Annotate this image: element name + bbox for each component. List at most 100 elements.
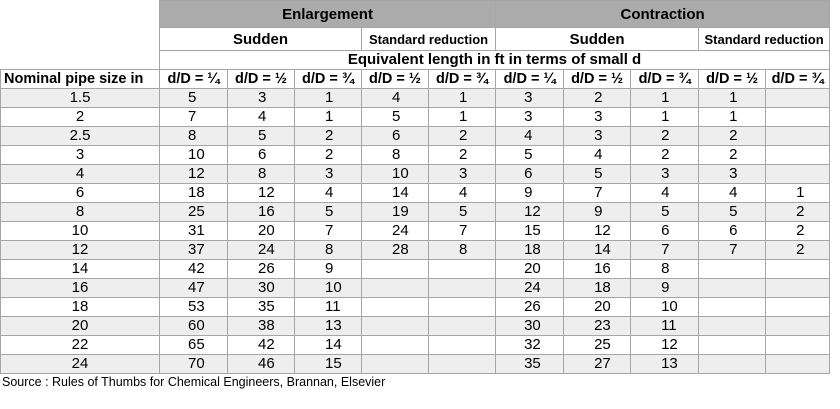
table-row: 16 47 30 10 24 18 9 — [0, 278, 831, 298]
value-cell: 3 — [294, 164, 362, 184]
value-cell: 1 — [630, 107, 700, 127]
value-cell: 9 — [563, 202, 632, 222]
value-cell: 10 — [159, 145, 228, 165]
value-cell — [765, 316, 831, 336]
column-header-ratio: d/D = ¾ — [765, 69, 831, 89]
value-cell — [698, 354, 767, 374]
column-header-ratio: d/D = ¼ — [495, 69, 565, 89]
value-cell — [765, 88, 831, 108]
value-cell — [765, 145, 831, 165]
table-row: 20 60 38 13 30 23 11 — [0, 316, 831, 336]
value-cell: 3 — [227, 88, 295, 108]
value-cell: 2 — [698, 126, 767, 146]
pipe-size-cell: 12 — [0, 240, 160, 260]
value-cell — [765, 297, 831, 317]
value-cell: 14 — [294, 335, 362, 355]
value-cell — [765, 335, 831, 355]
value-cell: 2 — [294, 145, 362, 165]
value-cell: 5 — [427, 202, 497, 222]
value-cell — [698, 297, 767, 317]
pipe-size-cell: 4 — [0, 164, 160, 184]
value-cell: 3 — [563, 107, 632, 127]
table-row: 3 10 6 2 8 2 5 4 2 2 — [0, 145, 831, 165]
value-cell — [427, 316, 497, 336]
group-contraction: Contraction — [495, 0, 831, 28]
value-cell: 46 — [227, 354, 295, 374]
equivalent-length-table: Enlargement Contraction Sudden Standard … — [0, 0, 831, 374]
value-cell: 5 — [294, 202, 362, 222]
value-cell — [765, 259, 831, 279]
value-cell: 19 — [361, 202, 429, 222]
pipe-size-cell: 18 — [0, 297, 160, 317]
value-cell: 8 — [427, 240, 497, 260]
value-cell: 2 — [427, 126, 497, 146]
value-cell: 27 — [563, 354, 632, 374]
value-cell — [427, 335, 497, 355]
value-cell: 3 — [698, 164, 767, 184]
value-cell: 70 — [159, 354, 228, 374]
value-cell: 25 — [159, 202, 228, 222]
value-cell: 8 — [294, 240, 362, 260]
value-cell: 37 — [159, 240, 228, 260]
table-row: 14 42 26 9 20 16 8 — [0, 259, 831, 279]
value-cell — [361, 259, 429, 279]
pipe-size-cell: 14 — [0, 259, 160, 279]
value-cell: 3 — [495, 107, 565, 127]
value-cell: 1 — [765, 183, 831, 203]
pipe-size-cell: 2.5 — [0, 126, 160, 146]
value-cell: 1 — [294, 88, 362, 108]
value-cell: 26 — [227, 259, 295, 279]
column-header-ratio: d/D = ¾ — [427, 69, 497, 89]
value-cell: 13 — [294, 316, 362, 336]
value-cell: 24 — [495, 278, 565, 298]
value-cell: 4 — [563, 145, 632, 165]
value-cell: 3 — [495, 88, 565, 108]
value-cell — [427, 278, 497, 298]
value-cell: 1 — [698, 107, 767, 127]
value-cell: 4 — [630, 183, 700, 203]
value-cell: 3 — [563, 126, 632, 146]
value-cell: 4 — [294, 183, 362, 203]
value-cell: 31 — [159, 221, 228, 241]
value-cell — [427, 297, 497, 317]
column-header-ratio: d/D = ½ — [361, 69, 429, 89]
value-cell: 5 — [159, 88, 228, 108]
value-cell: 18 — [495, 240, 565, 260]
value-cell: 9 — [630, 278, 700, 298]
value-cell: 25 — [563, 335, 632, 355]
value-cell: 2 — [765, 221, 831, 241]
value-cell — [765, 278, 831, 298]
table-row: 12 37 24 8 28 8 18 14 7 7 2 — [0, 240, 831, 260]
source-caption: Source : Rules of Thumbs for Chemical En… — [2, 375, 386, 389]
value-cell — [698, 278, 767, 298]
value-cell: 8 — [361, 145, 429, 165]
value-cell: 6 — [361, 126, 429, 146]
value-cell: 35 — [495, 354, 565, 374]
value-cell: 12 — [227, 183, 295, 203]
value-cell: 42 — [227, 335, 295, 355]
value-cell: 3 — [427, 164, 497, 184]
value-cell: 6 — [495, 164, 565, 184]
value-cell: 3 — [630, 164, 700, 184]
pipe-size-cell: 8 — [0, 202, 160, 222]
value-cell: 8 — [159, 126, 228, 146]
value-cell: 2 — [630, 145, 700, 165]
value-cell: 26 — [495, 297, 565, 317]
equivalent-length-label: Equivalent length in ft in terms of smal… — [158, 50, 831, 70]
column-header-ratio: d/D = ¾ — [294, 69, 362, 89]
value-cell: 7 — [427, 221, 497, 241]
pipe-size-cell: 16 — [0, 278, 160, 298]
value-cell: 20 — [563, 297, 632, 317]
value-cell — [361, 278, 429, 298]
value-cell — [361, 297, 429, 317]
value-cell: 8 — [227, 164, 295, 184]
value-cell: 6 — [698, 221, 767, 241]
table-row: 1.5 5 3 1 4 1 3 2 1 1 — [0, 88, 831, 108]
value-cell: 16 — [227, 202, 295, 222]
pipe-size-cell: 22 — [0, 335, 160, 355]
value-cell — [361, 335, 429, 355]
value-cell — [698, 259, 767, 279]
table-row: 18 53 35 11 26 20 10 — [0, 297, 831, 317]
value-cell: 65 — [159, 335, 228, 355]
